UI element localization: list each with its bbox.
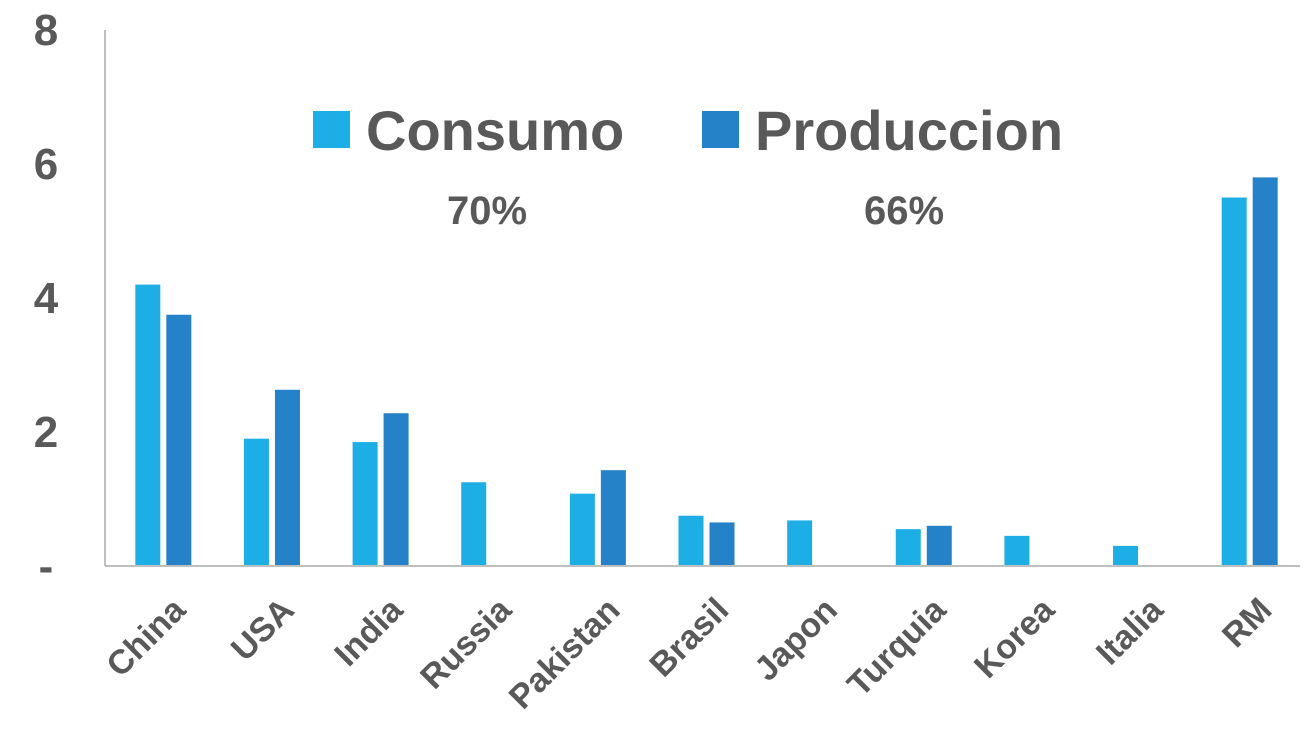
legend-swatch-produccion [702, 111, 739, 148]
x-tick-label: Korea [967, 590, 1063, 686]
bar-produccion-brasil [709, 522, 735, 566]
legend-percentage-produccion: 66% [864, 189, 944, 233]
y-tick-label: 2 [34, 408, 58, 457]
y-tick-label: - [39, 542, 54, 591]
bar-consumo-japon [787, 520, 813, 566]
bar-consumo-rm [1221, 197, 1247, 566]
y-tick-label: 4 [34, 274, 59, 323]
legend-label-consumo: Consumo [366, 99, 624, 162]
x-tick-label: USA [224, 591, 302, 669]
x-tick-label: Russia [413, 590, 519, 696]
x-tick-label: Brasil [642, 591, 736, 685]
legend-swatch-consumo [313, 111, 350, 148]
bar-produccion-india [383, 413, 409, 566]
x-tick-label: RM [1215, 591, 1279, 655]
bars-group [135, 177, 1278, 566]
x-tick-label: Italia [1089, 590, 1171, 672]
x-tick-label: China [99, 590, 193, 684]
bar-consumo-italia [1113, 545, 1139, 566]
bar-consumo-turquia [895, 529, 921, 566]
x-tick-label: Japon [747, 591, 845, 689]
x-tick-label: India [327, 590, 411, 674]
legend-percentage-consumo: 70% [447, 189, 527, 233]
bar-produccion-usa [274, 389, 300, 566]
bar-consumo-brasil [678, 515, 704, 566]
bar-consumo-usa [243, 438, 269, 566]
bar-consumo-china [135, 284, 161, 566]
bar-consumo-pakistan [569, 493, 595, 566]
y-tick-label: 8 [34, 6, 58, 55]
bar-consumo-russia [461, 482, 487, 566]
bar-produccion-china [166, 314, 192, 566]
bar-produccion-turquia [926, 525, 952, 566]
y-tick-label: 6 [34, 140, 58, 189]
bar-produccion-rm [1252, 177, 1278, 566]
bar-produccion-pakistan [600, 470, 626, 566]
x-tick-label: Turquia [840, 590, 954, 704]
bar-consumo-korea [1004, 535, 1030, 566]
legend: Consumo 70% Produccion 66% [313, 99, 1063, 233]
y-axis-ticks: - 2 4 6 8 [34, 6, 59, 591]
bar-consumo-india [352, 442, 378, 566]
x-tick-label: Pakistan [502, 591, 628, 717]
legend-label-produccion: Produccion [755, 99, 1063, 162]
